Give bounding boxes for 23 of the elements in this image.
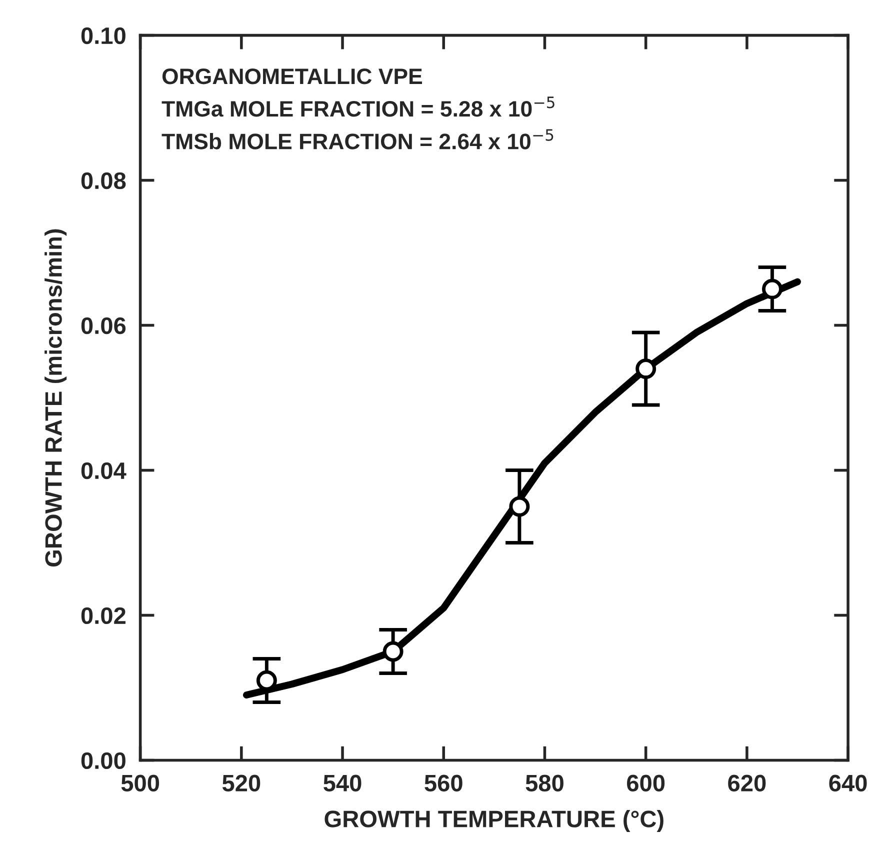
x-tick-label: 560	[424, 774, 462, 792]
point	[509, 496, 530, 517]
annotation: TMGa MOLE FRACTION = 5.28 x 10$^{−5}$	[162, 96, 554, 117]
x-tick-label: 580	[526, 774, 564, 792]
y-tick-label: 0.04	[81, 462, 126, 480]
y-tick-label: 0.00	[81, 752, 126, 770]
x-tick-label: 620	[728, 774, 766, 792]
y-tick-label: 0.06	[81, 317, 126, 334]
annotation: ORGANOMETALLIC VPE	[162, 68, 422, 84]
point	[762, 278, 782, 300]
y-axis-title: GROWTH RATE (microns/min)	[44, 229, 67, 566]
x-tick-label: 540	[324, 774, 362, 792]
x-tick-label: 520	[222, 774, 260, 792]
annotation: TMSb MOLE FRACTION = 2.64 x 10$^{−5}$	[162, 129, 554, 150]
x-tick-label: 640	[829, 774, 867, 792]
x-axis-title: GROWTH TEMPERATURE (°C)	[324, 810, 664, 832]
y-tick-label: 0.10	[81, 27, 126, 44]
point	[636, 358, 656, 380]
x-tick-label: 600	[627, 774, 665, 792]
y-tick-label: 0.02	[81, 607, 126, 624]
x-tick-label: 500	[121, 774, 160, 792]
y-tick-label: 0.08	[81, 172, 126, 190]
point	[382, 641, 404, 662]
